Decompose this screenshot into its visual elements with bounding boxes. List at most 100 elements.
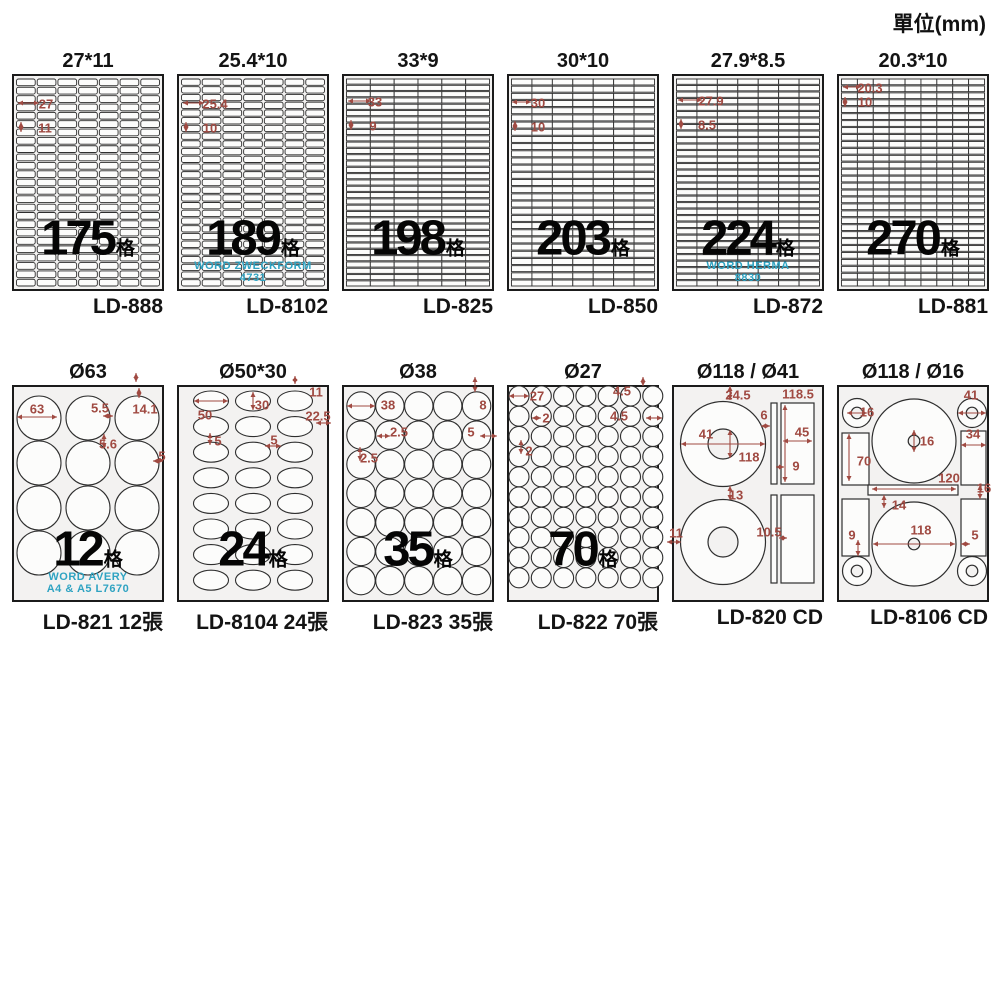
sheet-size-title: 30*10: [556, 50, 610, 72]
dimension-value: 120: [938, 471, 960, 486]
dimension-annotations: 33 9: [348, 95, 382, 134]
sheet-diagram-wrap: 27.9 8.5 224 格 WORD HERMA 8830: [672, 74, 824, 291]
dimension-annotations: 20.310: [842, 81, 883, 110]
dimension-value: 27.9: [698, 94, 723, 109]
dimension-value: 70: [857, 454, 871, 469]
sheet-diagram-wrap: 50 30 11 22.5 5 5 24 格: [177, 376, 331, 602]
dimension-value: 6: [760, 408, 767, 423]
dimension-value: 2.5: [360, 451, 378, 466]
sheet-diagram: 27 11: [12, 74, 164, 291]
sheet-code: LD-8104 24張: [196, 611, 328, 634]
dimension-value: 14.1: [132, 402, 157, 417]
sheet-diagram-wrap: 27 2 4.5 4.5 2 70 格: [507, 377, 664, 602]
dimension-value: 118: [911, 523, 932, 538]
dimension-annotations: 27 11: [18, 97, 53, 136]
sheet-diagram-wrap: 38 8 2.5 5 2.5 35 格: [342, 377, 497, 602]
dimension-value: 16: [920, 434, 934, 449]
sheet-card-LD-850: 30*10 30 10 203 格 LD-850: [507, 50, 659, 319]
dimension-value: 9: [369, 119, 376, 134]
dimension-value: 5.5: [91, 401, 109, 416]
sheet-size-title: 33*9: [397, 50, 439, 72]
dimension-value: 38: [381, 398, 395, 413]
dimension-value: 4.5: [610, 409, 628, 424]
sheet-card-LD-8104: Ø50*30 50 30 11 22.5 5 5 24 格 LD-8104 24張: [177, 361, 331, 636]
label-grid: [511, 78, 655, 287]
dimension-annotations: 27.9 8.5: [678, 94, 724, 133]
dimension-annotations: 50 30 11 22.5 5 5: [194, 376, 331, 449]
sheet-diagram-wrap: 16 41 16 34 70 120 16 14 118 9 5: [837, 385, 991, 602]
dimension-annotations: 30 10: [512, 96, 545, 135]
sheet-diagram-wrap: 27 11 175 格: [12, 74, 164, 291]
label-grid: [16, 395, 160, 576]
sheet-card-LD-881: 20.3*10 20.3 10 270 格 LD-881: [837, 50, 989, 319]
sheet-code: LD-821 12張: [42, 611, 163, 634]
sheet-code: LD-881: [917, 295, 988, 318]
dimension-value: 13: [729, 488, 743, 503]
label-grid: [346, 391, 492, 596]
dimension-annotations: 63 5.5 14.1 5.6 5: [17, 373, 166, 464]
dimension-value: 5: [270, 433, 277, 448]
dimension-value: 30: [531, 96, 545, 111]
dimension-value: 20.3: [857, 81, 882, 96]
sheet-size-title: 27.9*8.5: [710, 50, 786, 72]
sheet-code: LD-888: [92, 295, 163, 318]
dimension-value: 10: [531, 120, 545, 135]
dimension-annotations: 25.4 10: [183, 97, 228, 136]
dimension-value: 41: [964, 388, 978, 403]
dimension-annotations: 16 41 16 34 70 120 16 14 118 9 5: [846, 388, 991, 556]
dimension-value: 2: [542, 411, 549, 426]
dimension-value: 22.5: [305, 409, 330, 424]
sheet-card-LD-823: Ø38 38 8 2.5 5 2.5 35 格 LD-823 35張: [342, 361, 497, 636]
label-grid: [16, 78, 160, 287]
dimension-value: 5: [158, 449, 165, 464]
sheet-code: LD-820 CD: [716, 606, 823, 629]
dimension-value: 45: [795, 425, 809, 440]
dimension-value: 9: [848, 528, 855, 543]
dimension-value: 118: [739, 450, 760, 465]
sheets-row-1: 27*11 27 11 175 格 LD-888 25.4*10 25.4 10 189 格 WORD…: [12, 50, 989, 319]
dimension-value: 25.4: [202, 97, 228, 112]
dimension-annotations: 38 8 2.5 5 2.5: [347, 377, 497, 466]
sheet-code: LD-872: [752, 295, 823, 318]
sheet-card-LD-825: 33*9 33 9 198 格 LD-825: [342, 50, 494, 319]
sheet-code: LD-8102: [246, 295, 328, 318]
sheet-size-title: 27*11: [62, 50, 114, 72]
label-grid: [508, 385, 664, 589]
label-grid: [181, 78, 325, 287]
sheet-diagram: 24.5 118.5 6 45 41 118 9 13 10.5 11: [667, 385, 824, 602]
dimension-value: 27: [39, 97, 53, 112]
sheet-code: LD-8106 CD: [870, 606, 988, 629]
sheet-diagram: 27 2 4.5 4.5 2: [507, 377, 664, 602]
sheet-diagram: 50 30 11 22.5 5 5: [177, 376, 331, 602]
dimension-value: 27: [530, 389, 544, 404]
dimension-value: 50: [198, 408, 212, 423]
dimension-value: 11: [669, 526, 683, 541]
sheet-size-title: Ø38: [399, 361, 437, 383]
dimension-annotations: 27 2 4.5 4.5 2: [509, 377, 662, 459]
dimension-value: 4.5: [613, 384, 631, 399]
sheet-size-title: Ø50*30: [219, 361, 287, 383]
sheet-diagram: 38 8 2.5 5 2.5: [342, 377, 497, 602]
dimension-value: 118.5: [782, 387, 814, 402]
sheet-diagram: 30 10: [507, 74, 659, 291]
dimension-value: 10: [858, 95, 872, 110]
dimension-value: 16: [860, 405, 874, 420]
sheet-diagram: 27.9 8.5: [672, 74, 824, 291]
sheet-card-LD-8106: Ø118 / Ø16 16 41 16 34 70 120 16 14 118 9 5 LD-8106 …: [837, 361, 991, 636]
sheet-size-title: Ø118 / Ø41: [696, 361, 800, 383]
label-grid: [346, 78, 490, 287]
dimension-value: 34: [966, 427, 981, 442]
sheet-size-title: 20.3*10: [878, 50, 948, 72]
dimension-value: 63: [30, 402, 44, 417]
sheet-size-title: Ø27: [564, 361, 602, 383]
sheet-size-title: Ø63: [69, 361, 107, 383]
dimension-value: 9: [792, 459, 799, 474]
dimension-value: 24.5: [725, 388, 750, 403]
label-grid: [192, 390, 314, 591]
dimension-value: 41: [699, 427, 713, 442]
dimension-value: 5: [214, 434, 221, 449]
sheet-card-LD-821: Ø63 63 5.5 14.1 5.6 5 12 格 WORD AVERY A4 & A5 L76…: [12, 361, 166, 636]
dimension-value: 5.6: [99, 437, 117, 452]
sheet-diagram: 33 9: [342, 74, 494, 291]
sheet-code: LD-822 70張: [537, 611, 658, 634]
